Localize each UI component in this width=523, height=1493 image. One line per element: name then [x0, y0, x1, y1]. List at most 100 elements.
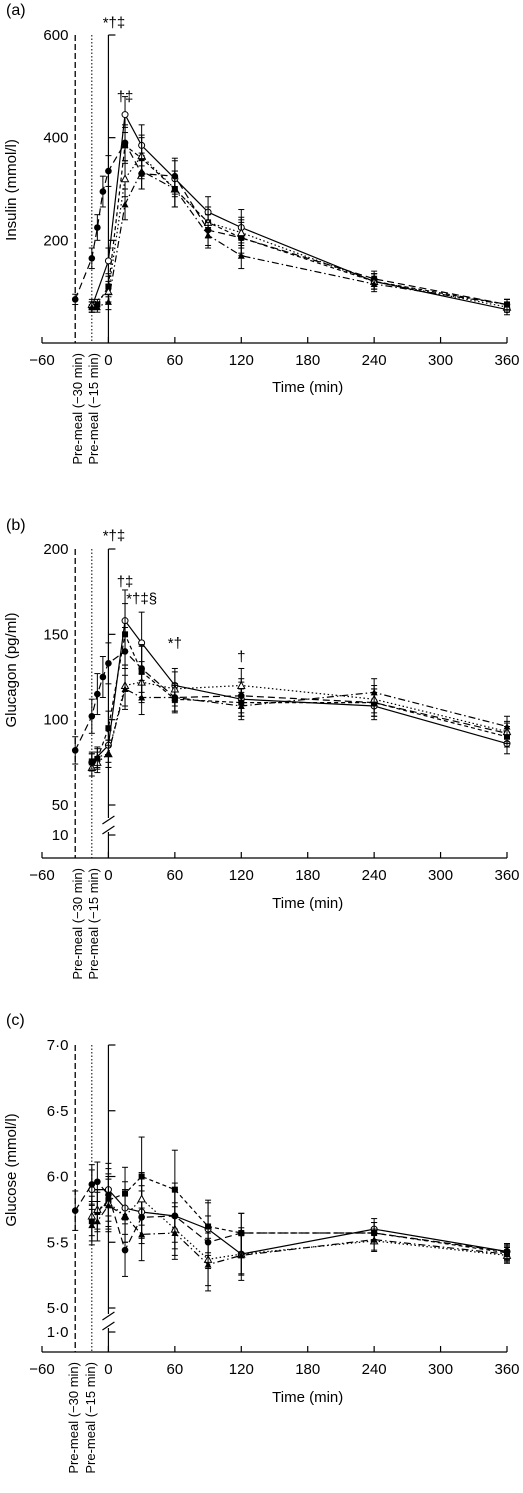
- series-line: [91, 1198, 508, 1260]
- axis-break-mark: [102, 1321, 115, 1331]
- data-point: [71, 747, 79, 754]
- series-line: [91, 1175, 508, 1254]
- series-open-circle: [88, 96, 511, 316]
- data-point: [122, 631, 129, 638]
- x-tick-label: 60: [167, 867, 184, 884]
- data-point: [99, 188, 107, 195]
- chart-panel-c: (c) Glucose (mmol/l) 1·0 5·0 5·5 6·0 6·5 7·0 −60…: [3, 1012, 520, 1474]
- data-point: [503, 722, 511, 730]
- data-point: [88, 712, 96, 720]
- x-tick-label: 360: [494, 1361, 519, 1378]
- y-axis-label: Glucose (mmol/l): [3, 1113, 20, 1226]
- data-point: [171, 185, 179, 192]
- x-axis-label: Time (min): [272, 379, 343, 396]
- x-tick-label: 60: [167, 352, 184, 369]
- data-point: [71, 296, 79, 303]
- y-tick-label: 6·5: [47, 1103, 69, 1120]
- data-point: [94, 690, 101, 698]
- y-tick-label: 6·0: [47, 1169, 69, 1186]
- y-axis-label: Glucagon (pg/ml): [3, 612, 20, 727]
- x-tick-label: 240: [362, 352, 387, 369]
- data-point: [93, 303, 101, 311]
- y-tick-label: 10: [52, 827, 69, 844]
- y-axis-label: Insulin (mmol/l): [3, 139, 20, 241]
- x-tick-label: 180: [295, 352, 320, 369]
- series-line: [91, 154, 508, 308]
- data-point: [370, 1236, 378, 1243]
- data-point: [138, 167, 146, 175]
- data-point: [237, 252, 245, 259]
- significance-annotation: *†: [168, 635, 182, 652]
- data-point: [121, 111, 129, 119]
- x-tick-label: 360: [494, 352, 519, 369]
- y-tick-label: 5·0: [47, 1300, 69, 1317]
- chart-panel-a: (a) Insulin (mmol/l) 200 400 600 −60 0 60 120 180…: [3, 2, 520, 465]
- data-point: [88, 757, 96, 764]
- x-tick-label: 180: [295, 1361, 320, 1378]
- series-filled-circle: [71, 124, 511, 311]
- significance-annotation: *†‡: [103, 14, 126, 31]
- significance-annotation: *†‡: [103, 527, 126, 544]
- y-tick-label: 150: [43, 626, 68, 643]
- x-tick-label: 300: [428, 867, 453, 884]
- x-axis-label: Time (min): [272, 895, 343, 912]
- x-tick-label: 0: [104, 352, 112, 369]
- significance-annotation: †‡: [117, 574, 134, 591]
- data-point: [104, 257, 112, 265]
- data-point: [205, 1223, 212, 1230]
- data-point: [105, 725, 112, 732]
- data-point: [104, 298, 112, 305]
- axis-break-mark: [102, 815, 115, 825]
- premeal-label: Pre-meal (−30 min): [70, 868, 85, 980]
- series-line: [91, 144, 508, 308]
- significance-annotation: †‡: [117, 89, 134, 106]
- data-point: [88, 1221, 96, 1229]
- data-point: [122, 142, 129, 149]
- data-point: [370, 688, 378, 696]
- x-tick-label: 0: [104, 1361, 112, 1378]
- data-point: [204, 1261, 212, 1268]
- x-tick-label: 360: [494, 867, 519, 884]
- data-point: [237, 1251, 245, 1259]
- axis-break-mark: [102, 1311, 115, 1321]
- series-line: [91, 681, 508, 768]
- x-axis-label: Time (min): [272, 1389, 343, 1406]
- series-filled-square: [88, 603, 510, 772]
- data-point: [370, 280, 378, 287]
- data-point: [88, 1181, 96, 1188]
- data-point: [94, 1178, 101, 1186]
- series-line: [91, 632, 508, 763]
- series-line: [91, 170, 508, 308]
- data-point: [171, 693, 179, 701]
- y-tick-label: 1·0: [47, 1324, 69, 1341]
- series-line: [91, 619, 508, 763]
- x-tick-label: 120: [229, 867, 254, 884]
- premeal-label: Pre-meal (−30 min): [66, 1362, 81, 1474]
- premeal-label: Pre-meal (−15 min): [83, 1362, 98, 1474]
- x-tick-label: −60: [29, 352, 54, 369]
- significance-annotation: †: [237, 649, 245, 666]
- panel-label: (c): [6, 1012, 25, 1029]
- data-point: [121, 685, 129, 692]
- panel-label: (b): [6, 517, 26, 534]
- x-tick-label: 240: [362, 1361, 387, 1378]
- y-tick-label: 400: [43, 130, 68, 147]
- data-point: [238, 1230, 245, 1237]
- data-point: [105, 167, 112, 175]
- premeal-label: Pre-meal (−15 min): [86, 868, 101, 980]
- series-filled-triangle: [88, 667, 511, 770]
- series-line: [91, 688, 508, 762]
- series-open-triangle: [87, 661, 512, 777]
- axis-break-mark: [102, 825, 115, 835]
- series-line: [91, 1189, 508, 1255]
- data-point: [120, 174, 130, 183]
- data-point: [104, 1201, 112, 1209]
- x-tick-label: 300: [428, 352, 453, 369]
- x-tick-label: 240: [362, 867, 387, 884]
- data-point: [171, 1186, 178, 1193]
- data-point: [236, 228, 246, 237]
- data-point: [204, 231, 212, 239]
- x-tick-label: 60: [167, 1361, 184, 1378]
- data-point: [236, 680, 246, 690]
